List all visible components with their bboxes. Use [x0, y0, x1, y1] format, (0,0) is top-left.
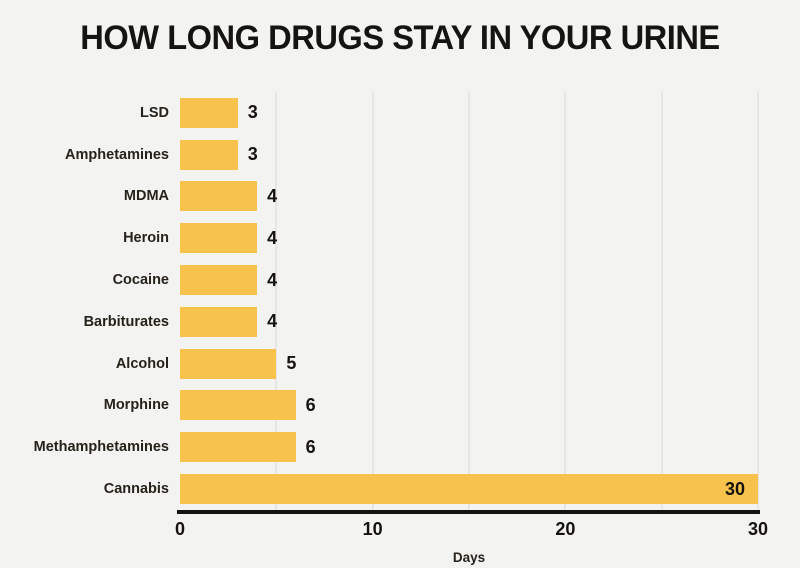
gridline — [660, 92, 663, 510]
bar — [180, 223, 258, 254]
bar — [180, 474, 758, 505]
bar-rows: LSD 3 Amphetamines 3 MDMA 4 Heroin 4 Cocaine 4 Bar… — [34, 92, 758, 510]
bar-row: Cocaine 4 — [113, 259, 758, 301]
category-label: Alcohol — [115, 355, 169, 372]
category-label: Cocaine — [112, 272, 169, 289]
chart-title: HOW LONG DRUGS STAY IN YOUR URINE — [80, 19, 720, 57]
bar — [180, 306, 258, 337]
value-label: 6 — [305, 436, 316, 457]
bar-row: Methamphetamines 6 — [34, 426, 758, 468]
bar — [180, 432, 296, 463]
bar-chart-plot-area: LSD 3 Amphetamines 3 MDMA 4 Heroin 4 Cocaine 4 Bar… — [34, 92, 768, 565]
bar — [180, 139, 238, 170]
value-label: 4 — [267, 311, 278, 332]
bar — [180, 181, 258, 212]
value-label: 4 — [267, 227, 278, 248]
category-label: Methamphetamines — [33, 439, 169, 456]
value-label: 3 — [247, 144, 258, 165]
gridline — [468, 92, 470, 510]
bar-row: Barbiturates 4 — [84, 301, 758, 343]
gridline — [564, 92, 567, 510]
gridline — [275, 92, 278, 510]
x-tick-label: 0 — [174, 519, 186, 539]
x-axis-line — [177, 510, 760, 514]
bar — [180, 348, 277, 379]
category-label: LSD — [140, 104, 169, 121]
x-tick-label: 20 — [555, 519, 576, 539]
value-label: 4 — [267, 185, 278, 206]
bar — [180, 265, 258, 296]
gridline — [371, 92, 374, 510]
bar-row: Heroin 4 — [123, 217, 758, 259]
gridline — [757, 92, 759, 510]
value-label: 3 — [247, 102, 258, 123]
category-label: Cannabis — [103, 481, 169, 498]
value-label: 30 — [724, 478, 745, 499]
bar-row: LSD 3 — [140, 92, 758, 134]
category-label: Amphetamines — [65, 146, 169, 163]
bar-row: Amphetamines 3 — [65, 134, 758, 176]
x-tick-label: 10 — [362, 519, 383, 539]
bar-row: Alcohol 5 — [116, 343, 758, 385]
bar-row: MDMA 4 — [124, 176, 758, 218]
bar — [180, 97, 238, 128]
bar-row: Cannabis 30 — [104, 468, 758, 510]
category-label: Morphine — [103, 397, 169, 414]
value-label: 5 — [286, 353, 297, 374]
value-label: 6 — [305, 394, 316, 415]
bar-row: Morphine 6 — [104, 385, 758, 427]
value-label: 4 — [267, 269, 278, 290]
x-axis-label: Days — [452, 550, 486, 565]
bar — [180, 390, 296, 421]
category-label: Heroin — [123, 230, 169, 247]
x-tick-label: 30 — [747, 519, 769, 539]
category-label: MDMA — [123, 188, 169, 205]
category-label: Barbiturates — [83, 313, 169, 330]
